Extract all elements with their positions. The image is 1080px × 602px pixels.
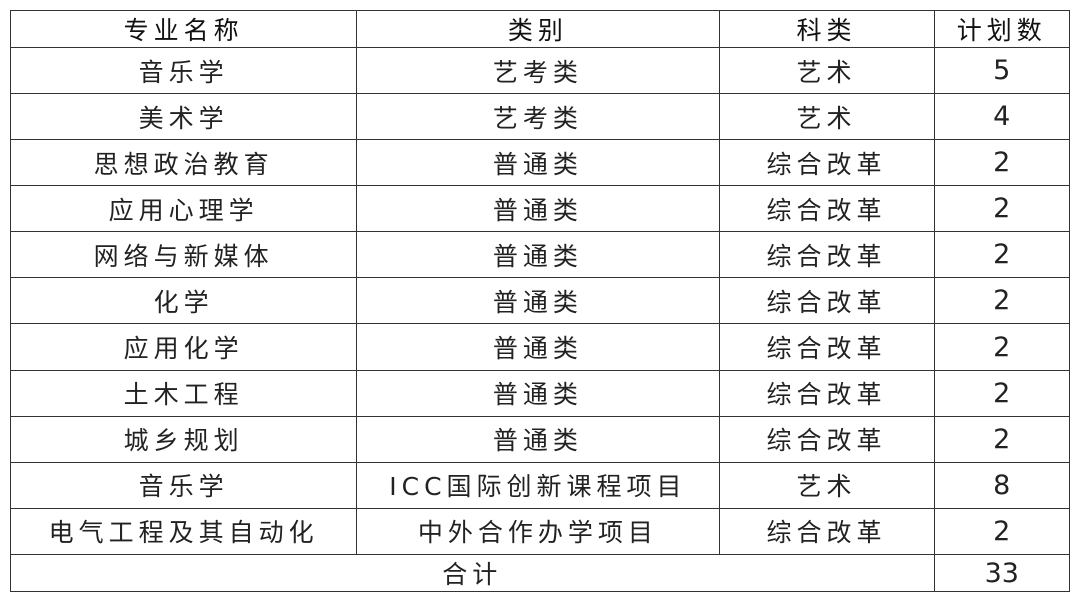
table-row: 应用化学 普通类 综合改革 2 xyxy=(9,323,1071,371)
cell-subject: 综合改革 xyxy=(718,139,935,187)
cell-major: 城乡规划 xyxy=(9,415,358,463)
cell-plan-count: 2 xyxy=(933,369,1071,417)
cell-major: 化学 xyxy=(9,277,358,325)
table-row: 音乐学 艺考类 艺术 5 xyxy=(9,46,1071,95)
cell-subject: 艺术 xyxy=(718,46,935,95)
table-row: 土木工程 普通类 综合改革 2 xyxy=(9,369,1071,417)
cell-category: 艺考类 xyxy=(356,93,720,141)
total-label: 合计 xyxy=(10,554,935,592)
total-value: 33 xyxy=(933,554,1071,592)
cell-subject: 综合改革 xyxy=(718,231,935,279)
cell-subject: 综合改革 xyxy=(718,323,935,371)
cell-major: 思想政治教育 xyxy=(9,139,358,187)
cell-category: 普通类 xyxy=(356,323,720,371)
cell-category: 普通类 xyxy=(356,139,720,187)
cell-subject: 综合改革 xyxy=(718,369,935,417)
cell-category: 普通类 xyxy=(356,415,720,463)
cell-plan-count: 8 xyxy=(933,461,1071,509)
cell-major: 网络与新媒体 xyxy=(9,231,358,279)
cell-major: 应用化学 xyxy=(9,323,358,371)
table-row: 思想政治教育 普通类 综合改革 2 xyxy=(9,139,1071,187)
table-row: 音乐学 ICC国际创新课程项目 艺术 8 xyxy=(9,461,1071,509)
table-row: 城乡规划 普通类 综合改革 2 xyxy=(9,415,1071,463)
cell-plan-count: 2 xyxy=(933,277,1071,325)
cell-major: 电气工程及其自动化 xyxy=(9,507,358,556)
cell-plan-count: 2 xyxy=(933,139,1071,187)
header-major: 专业名称 xyxy=(9,10,358,48)
cell-subject: 艺术 xyxy=(718,93,935,141)
table-row: 应用心理学 普通类 综合改革 2 xyxy=(9,185,1071,233)
cell-plan-count: 5 xyxy=(933,46,1071,95)
cell-major: 应用心理学 xyxy=(9,185,358,233)
cell-category: 中外合作办学项目 xyxy=(356,507,720,556)
cell-major: 美术学 xyxy=(9,93,358,141)
cell-category: 艺考类 xyxy=(356,46,720,95)
cell-subject: 综合改革 xyxy=(718,185,935,233)
table-row: 电气工程及其自动化 中外合作办学项目 综合改革 2 xyxy=(9,507,1071,556)
total-row: 合计 33 xyxy=(10,554,1071,592)
table-row: 美术学 艺考类 艺术 4 xyxy=(9,93,1071,141)
cell-major: 音乐学 xyxy=(9,461,358,509)
cell-subject: 综合改革 xyxy=(718,507,935,556)
cell-category: 普通类 xyxy=(356,369,720,417)
cell-plan-count: 4 xyxy=(933,93,1071,141)
cell-plan-count: 2 xyxy=(933,507,1071,556)
cell-category: 普通类 xyxy=(356,231,720,279)
cell-subject: 综合改革 xyxy=(718,277,935,325)
cell-category: 普通类 xyxy=(356,185,720,233)
enrollment-plan-table: 专业名称 类别 科类 计划数 音乐学 艺考类 艺术 5 美术学 艺考类 艺术 4 思想政治教育普… xyxy=(9,10,1071,592)
cell-subject: 综合改革 xyxy=(718,415,935,463)
cell-major: 音乐学 xyxy=(9,46,358,95)
cell-plan-count: 2 xyxy=(933,185,1071,233)
cell-plan-count: 2 xyxy=(933,323,1071,371)
cell-category: ICC国际创新课程项目 xyxy=(356,461,720,509)
header-plan-count: 计划数 xyxy=(933,10,1071,48)
cell-subject: 艺术 xyxy=(718,461,935,509)
header-row: 专业名称 类别 科类 计划数 xyxy=(9,10,1071,48)
header-subject: 科类 xyxy=(718,10,935,48)
cell-plan-count: 2 xyxy=(933,415,1071,463)
header-category: 类别 xyxy=(356,10,720,48)
cell-category: 普通类 xyxy=(356,277,720,325)
cell-plan-count: 2 xyxy=(933,231,1071,279)
table-row: 网络与新媒体 普通类 综合改革 2 xyxy=(9,231,1071,279)
cell-major: 土木工程 xyxy=(9,369,358,417)
table-row: 化学 普通类 综合改革 2 xyxy=(9,277,1071,325)
